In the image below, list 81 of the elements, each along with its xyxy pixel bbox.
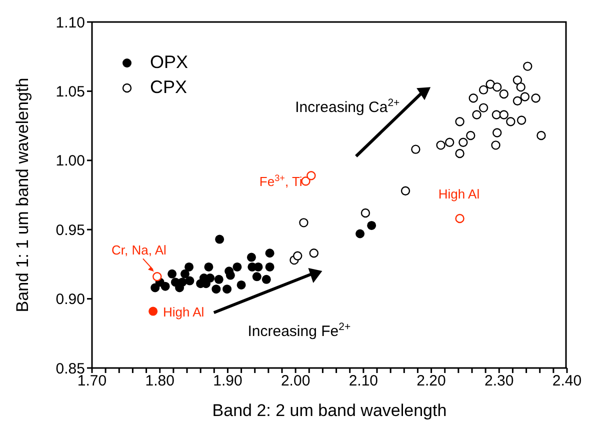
x-tick-label: 1.90 <box>213 372 242 390</box>
point <box>252 272 262 282</box>
point <box>184 262 194 272</box>
point <box>367 220 376 230</box>
x-tick-label: 2.10 <box>348 372 378 390</box>
point <box>400 186 410 196</box>
point <box>492 128 502 138</box>
point <box>478 85 488 94</box>
point <box>466 130 476 140</box>
point <box>492 82 502 92</box>
point <box>472 110 482 120</box>
point <box>499 110 508 120</box>
point <box>306 171 316 180</box>
point <box>236 280 246 290</box>
point <box>265 262 274 272</box>
point <box>206 274 215 283</box>
point <box>226 270 235 280</box>
legend-label: CPX <box>150 77 188 98</box>
point <box>531 94 540 103</box>
point <box>492 110 502 120</box>
point <box>160 282 170 291</box>
y-tick-label: 0.95 <box>56 222 85 239</box>
point <box>512 76 522 85</box>
point <box>536 130 546 140</box>
point <box>516 116 526 125</box>
x-tick-label: 2.40 <box>552 372 582 390</box>
point <box>309 248 318 258</box>
x-tick-label: 2.00 <box>280 372 310 390</box>
point <box>299 218 308 228</box>
point <box>293 251 302 260</box>
point <box>265 248 274 258</box>
annotation: High Al <box>162 304 204 320</box>
point <box>491 140 500 150</box>
point <box>356 229 365 238</box>
point <box>178 278 187 287</box>
point <box>506 117 516 126</box>
point <box>180 269 190 278</box>
point <box>168 269 177 278</box>
annotation: Fe$^{3+}$, Ti <box>259 173 302 190</box>
legend-label: OPX <box>150 52 188 73</box>
annotation: Cr, Na, Al <box>112 242 167 258</box>
point <box>455 117 464 126</box>
point <box>523 62 532 71</box>
point <box>455 148 464 158</box>
point <box>246 252 256 262</box>
point <box>468 94 478 103</box>
point <box>411 144 420 154</box>
point <box>360 208 370 218</box>
point <box>512 96 522 106</box>
point <box>301 176 310 186</box>
point <box>499 89 508 99</box>
point <box>152 272 162 282</box>
point <box>212 284 221 294</box>
annotation: Increasing Ca$^{2+}$ <box>295 96 400 116</box>
point <box>214 274 224 284</box>
point <box>222 284 232 294</box>
point <box>232 262 242 272</box>
x-tick-label: 1.70 <box>77 372 107 390</box>
point <box>204 262 214 272</box>
point <box>458 138 468 148</box>
point <box>445 138 454 148</box>
point <box>215 234 224 244</box>
y-tick-label: 1.00 <box>56 152 85 170</box>
point <box>455 214 464 224</box>
point <box>520 92 530 102</box>
point <box>478 103 488 112</box>
x-tick-label: 2.30 <box>484 372 514 390</box>
y-axis-title: Band 1: 1 um band wavelength <box>13 78 32 312</box>
annotation: High Al <box>438 186 480 202</box>
x-axis-title: Band 2: 2 um band wavelength <box>212 401 447 420</box>
y-tick-label: 1.05 <box>56 84 85 101</box>
x-tick-label: 2.20 <box>416 372 446 390</box>
point <box>185 276 194 286</box>
y-tick-label: 1.10 <box>56 14 85 32</box>
y-tick-label: 0.90 <box>56 291 85 308</box>
point <box>262 274 271 284</box>
annotation: Increasing Fe$^{2+}$ <box>248 321 351 340</box>
point <box>148 306 158 316</box>
point <box>436 140 446 150</box>
x-tick-label: 1.80 <box>145 372 174 390</box>
point <box>516 82 526 92</box>
